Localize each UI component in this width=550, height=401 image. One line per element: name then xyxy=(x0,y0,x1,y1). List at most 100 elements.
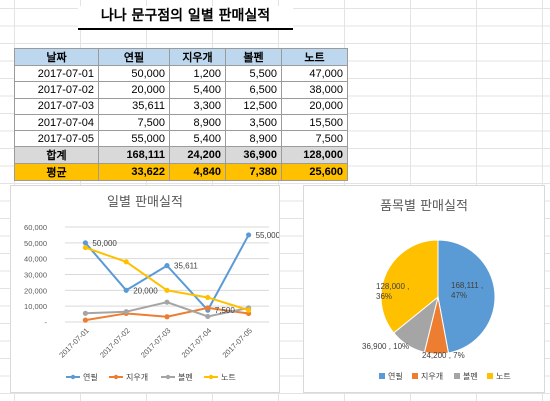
y-tick-label: 10,000 xyxy=(24,302,47,311)
header-cell[interactable]: 날짜 xyxy=(14,48,99,66)
sum-cell[interactable]: 36,900 xyxy=(225,146,282,165)
table-cell[interactable]: 2017-07-05 xyxy=(14,130,99,148)
data-point xyxy=(82,317,88,323)
table-header-row: 날짜 연필 지우개 볼펜 노트 xyxy=(14,48,348,66)
sum-cell[interactable]: 128,000 xyxy=(281,146,348,165)
table-cell[interactable]: 2017-07-03 xyxy=(14,97,99,115)
legend-label: 지우개 xyxy=(126,372,148,382)
table-cell[interactable]: 8,900 xyxy=(169,113,226,132)
daily-sales-line-chart[interactable]: 일별 판매실적 60,000 50,000 40,000 30,000 20,000 10,… xyxy=(10,185,280,393)
table-row: 2017-07-04 7,500 8,900 3,500 15,500 xyxy=(14,113,348,132)
table-cell[interactable]: 2017-07-02 xyxy=(14,81,99,99)
x-tick-label: 2017-07-03 xyxy=(139,326,172,359)
average-row: 평균 33,622 4,840 7,380 25,600 xyxy=(14,163,348,182)
pie-slice xyxy=(380,239,439,334)
pie-slice xyxy=(437,239,496,354)
sum-cell[interactable]: 24,200 xyxy=(169,146,226,165)
line-chart-canvas: 일별 판매실적 60,000 50,000 40,000 30,000 20,000 10,… xyxy=(24,195,279,382)
data-label: 20,000 xyxy=(133,286,158,295)
table-cell[interactable]: 20,000 xyxy=(98,81,170,99)
table-cell[interactable]: 47,000 xyxy=(281,64,348,83)
x-tick-label: 2017-07-05 xyxy=(221,326,254,359)
x-tick-label: 2017-07-02 xyxy=(98,326,131,359)
legend-label: 노트 xyxy=(221,373,236,382)
data-label: 35,611 xyxy=(174,262,198,271)
data-point xyxy=(82,310,88,316)
y-tick-label: - xyxy=(45,318,48,327)
table-cell[interactable]: 5,400 xyxy=(169,81,226,99)
table-cell[interactable]: 5,500 xyxy=(225,64,282,83)
data-label: 50,000 xyxy=(92,239,117,248)
legend-label: 볼펜 xyxy=(178,372,193,382)
data-point xyxy=(246,307,252,313)
data-point xyxy=(205,305,211,311)
table-cell[interactable]: 55,000 xyxy=(98,130,170,148)
sales-table: 날짜 연필 지우개 볼펜 노트 2017-07-01 50,000 1,200 … xyxy=(14,48,348,182)
data-label: 7,500 xyxy=(215,306,236,315)
table-cell[interactable]: 7,500 xyxy=(281,130,348,148)
data-point xyxy=(205,313,211,320)
data-point xyxy=(123,259,129,265)
data-label: 55,000 xyxy=(256,231,279,240)
pie-data-label: 168,111 , 47% xyxy=(451,281,483,300)
legend-swatch xyxy=(487,373,493,379)
y-tick-label: 30,000 xyxy=(24,271,47,280)
data-point xyxy=(205,294,211,301)
data-point xyxy=(123,287,129,293)
data-point xyxy=(164,299,170,305)
data-point xyxy=(123,309,129,315)
legend-label: 연필 xyxy=(388,371,403,381)
header-cell[interactable]: 볼펜 xyxy=(225,48,282,66)
table-cell[interactable]: 38,000 xyxy=(281,81,348,99)
average-cell[interactable]: 4,840 xyxy=(169,163,226,182)
table-row: 2017-07-05 55,000 5,400 8,900 7,500 xyxy=(14,130,348,148)
legend-swatch xyxy=(412,373,418,379)
item-sales-pie-chart[interactable]: 품목별 판매실적 168,111 , 47% 24,200 , 7% 36,900 , … xyxy=(303,185,545,393)
legend-label: 지우개 xyxy=(421,371,443,381)
pie-data-label: 128,000 , 36% xyxy=(376,282,409,301)
table-cell[interactable]: 3,500 xyxy=(225,113,282,132)
legend-marker xyxy=(70,374,76,380)
sum-row: 합계 168,111 24,200 36,900 128,000 xyxy=(14,146,348,165)
table-cell[interactable]: 7,500 xyxy=(98,113,170,132)
table-cell[interactable]: 8,900 xyxy=(225,130,282,148)
header-cell[interactable]: 지우개 xyxy=(169,48,226,66)
y-tick-label: 40,000 xyxy=(24,255,47,264)
average-cell[interactable]: 25,600 xyxy=(281,163,348,182)
y-tick-label: 60,000 xyxy=(24,223,47,232)
table-cell[interactable]: 1,200 xyxy=(169,64,226,83)
y-tick-label: 20,000 xyxy=(24,286,47,295)
sum-cell[interactable]: 168,111 xyxy=(98,146,170,165)
table-cell[interactable]: 3,300 xyxy=(169,97,226,115)
table-row: 2017-07-01 50,000 1,200 5,500 47,000 xyxy=(14,64,348,83)
table-row: 2017-07-02 20,000 5,400 6,500 38,000 xyxy=(14,81,348,99)
sheet-title[interactable]: 나나 문구점의 일별 판매실적 xyxy=(78,6,293,30)
header-cell[interactable]: 노트 xyxy=(281,48,348,66)
table-cell[interactable]: 2017-07-01 xyxy=(14,64,99,83)
legend-swatch xyxy=(454,373,460,379)
y-tick-label: 50,000 xyxy=(24,239,47,248)
chart-title: 일별 판매실적 xyxy=(107,195,183,210)
data-point xyxy=(82,244,88,251)
table-cell[interactable]: 20,000 xyxy=(281,97,348,115)
table-cell[interactable]: 15,500 xyxy=(281,113,348,132)
header-cell[interactable]: 연필 xyxy=(98,48,170,66)
average-label-cell[interactable]: 평균 xyxy=(14,163,99,182)
table-cell[interactable]: 12,500 xyxy=(225,97,282,115)
average-cell[interactable]: 33,622 xyxy=(98,163,170,182)
table-cell[interactable]: 2017-07-04 xyxy=(14,113,99,132)
legend-marker xyxy=(208,374,214,380)
x-tick-label: 2017-07-04 xyxy=(180,326,213,359)
table-cell[interactable]: 5,400 xyxy=(169,130,226,148)
table-row: 2017-07-03 35,611 3,300 12,500 20,000 xyxy=(14,97,348,115)
table-cell[interactable]: 35,611 xyxy=(98,97,170,115)
chart-title: 품목별 판매실적 xyxy=(380,199,468,214)
sum-label-cell[interactable]: 합계 xyxy=(14,146,99,165)
data-point xyxy=(246,232,252,238)
table-cell[interactable]: 6,500 xyxy=(225,81,282,99)
average-cell[interactable]: 7,380 xyxy=(225,163,282,182)
pie-chart-canvas: 품목별 판매실적 168,111 , 47% 24,200 , 7% 36,900 , … xyxy=(362,199,511,381)
legend-marker xyxy=(165,374,171,380)
table-cell[interactable]: 50,000 xyxy=(98,64,170,83)
data-point xyxy=(82,240,88,246)
